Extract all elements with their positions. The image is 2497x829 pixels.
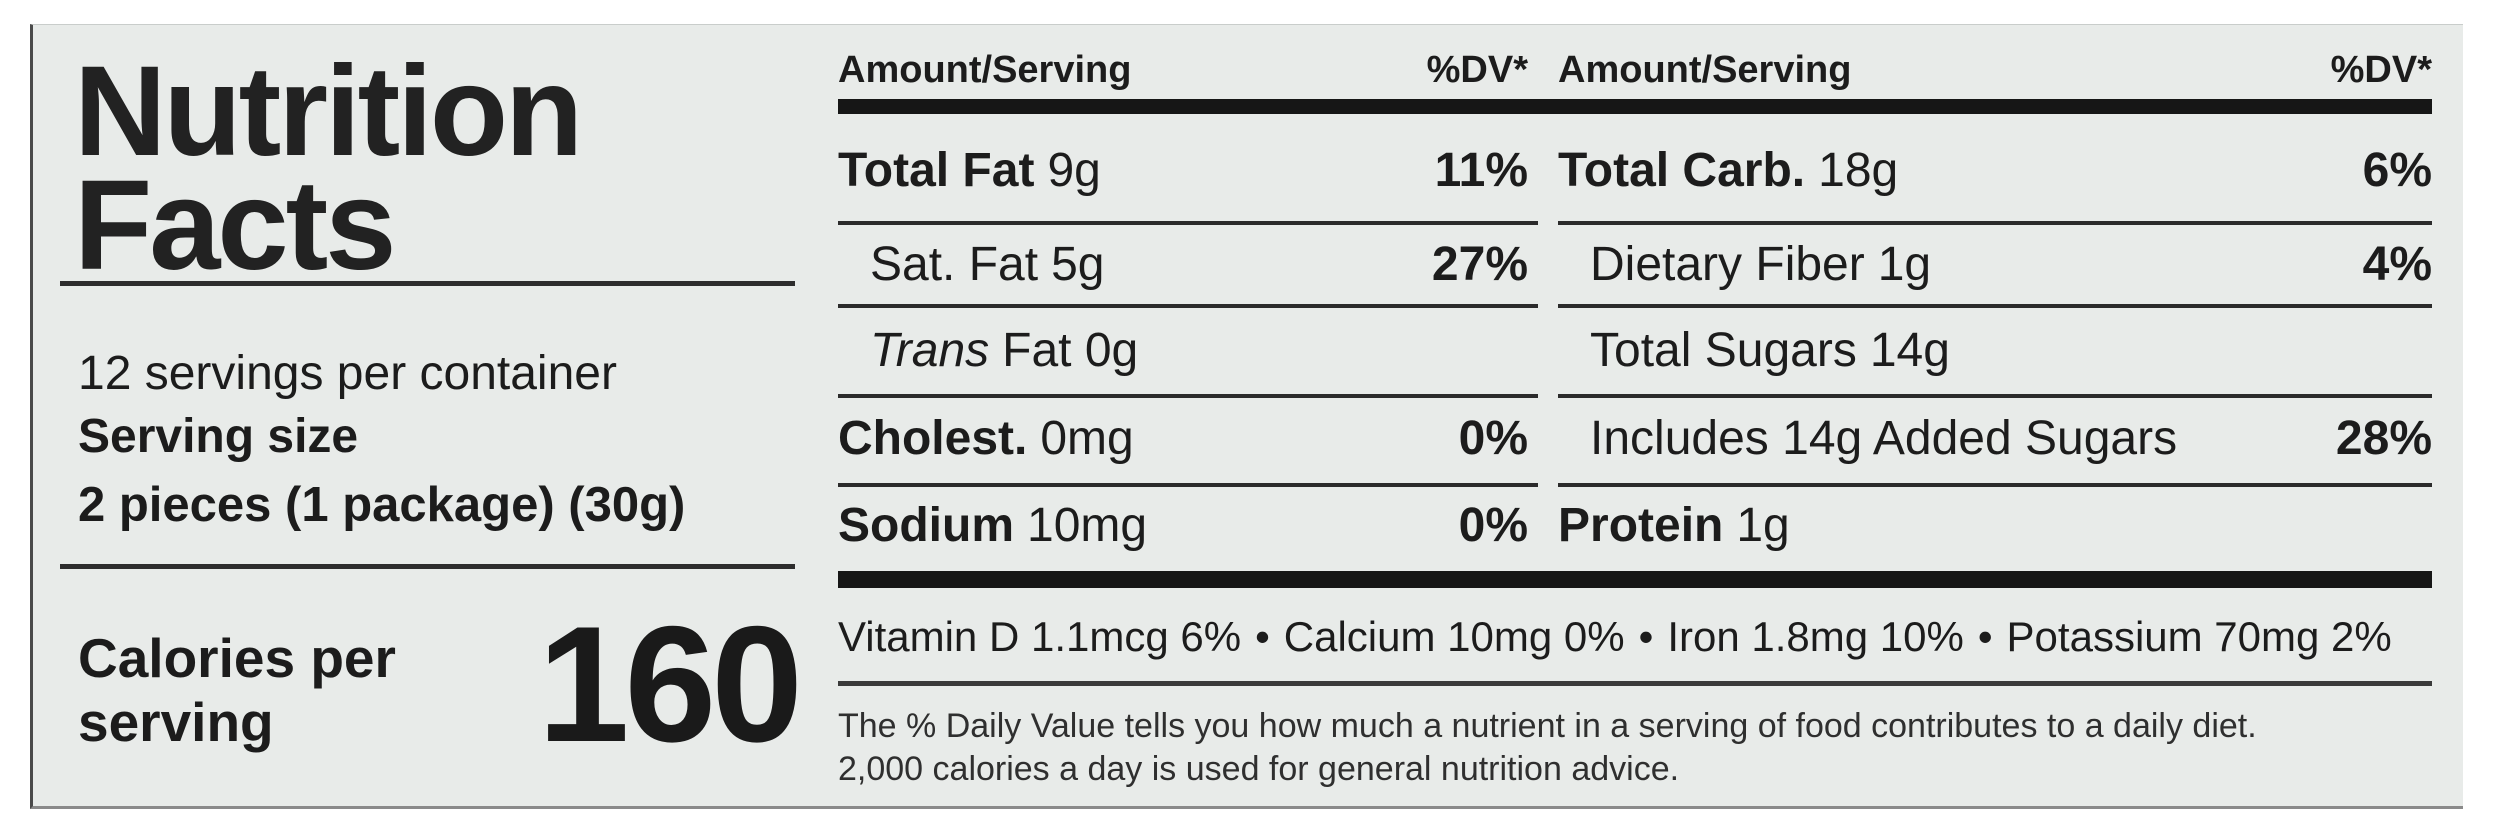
row-sat-fat: Sat. Fat 5g 27%: [838, 237, 1528, 293]
row-cholesterol: Cholest. 0mg 0%: [838, 411, 1528, 467]
nutrition-facts-title: Nutrition Facts: [74, 40, 583, 297]
nutrient-name: Protein: [1558, 499, 1724, 552]
amount-serving-header: Amount/Serving: [838, 49, 1132, 91]
nutrient-amount: 5g: [1051, 238, 1105, 291]
nutrient-dv-value: 0%: [1458, 412, 1528, 465]
footer-thick-bar: [838, 571, 2432, 588]
row-trans-fat: Trans Fat 0g: [838, 323, 1528, 379]
nutrient-dv-value: 28%: [2335, 412, 2432, 465]
potassium-value: Potassium 70mg 2%: [2006, 613, 2392, 660]
nutrient-column-right: Amount/Serving %DV* Total Carb. 18g 6% Di…: [1558, 25, 2432, 806]
nutrient-dv-value: 6%: [2362, 144, 2432, 197]
row-protein: Protein 1g: [1558, 498, 2432, 554]
row-total-sugars: Total Sugars 14g: [1558, 323, 2432, 379]
iron-value: Iron 1.8mg 10%: [1667, 613, 1964, 660]
nutrient-name: Cholest.: [838, 412, 1028, 465]
nutrient-amount: 0mg: [1040, 412, 1134, 465]
row-divider: [838, 221, 1538, 225]
bullet-separator: •: [1255, 613, 1270, 660]
nutrient-column-left: Amount/Serving %DV* Total Fat 9g 11% Sat.…: [838, 25, 1528, 806]
nutrient-name: Dietary Fiber: [1590, 238, 1865, 291]
percent-dv-header: %DV*: [1426, 49, 1528, 91]
nutrient-dv-value: 27%: [1431, 238, 1528, 291]
row-total-fat: Total Fat 9g 11%: [838, 143, 1528, 199]
nutrient-amount: 9g: [1047, 144, 1101, 197]
micronutrients-line: Vitamin D 1.1mcg 6% • Calcium 10mg 0% • Iron…: [838, 613, 2438, 661]
nutrient-name: Total Carb.: [1558, 144, 1806, 197]
serving-divider: [60, 564, 795, 569]
calories-label: Calories per serving: [78, 627, 396, 753]
daily-value-footnote-line2: 2,000 calories a day is used for general…: [838, 750, 1680, 788]
nutrient-name: Trans: [870, 324, 990, 377]
row-divider: [838, 483, 1538, 487]
column-header: Amount/Serving %DV*: [838, 49, 1528, 92]
servings-per-container: 12 servings per container: [78, 347, 617, 400]
header-thick-bar: [838, 99, 2432, 114]
nutrient-amount: 1g: [1877, 238, 1932, 291]
row-divider: [838, 394, 1538, 398]
nutrient-amount: 18g: [1818, 144, 1899, 197]
row-dietary-fiber: Dietary Fiber 1g 4%: [1558, 237, 2432, 293]
row-sodium: Sodium 10mg 0%: [838, 498, 1528, 554]
amount-serving-header: Amount/Serving: [1558, 49, 1852, 91]
bullet-separator: •: [1638, 613, 1654, 660]
row-divider: [1558, 221, 2432, 225]
nutrient-dv-value: 4%: [2362, 238, 2432, 291]
row-divider: [838, 304, 1538, 308]
row-divider: [1558, 394, 2432, 398]
nutrient-amount: 1g: [1736, 499, 1790, 552]
calcium-value: Calcium 10mg 0%: [1283, 613, 1625, 660]
row-total-carb: Total Carb. 18g 6%: [1558, 143, 2432, 199]
nutrient-name: Total Sugars: [1590, 324, 1857, 377]
percent-dv-header: %DV*: [2330, 49, 2432, 91]
nutrient-name: Total Fat: [838, 144, 1035, 197]
row-added-sugars: Includes 14g Added Sugars 28%: [1558, 411, 2432, 467]
title-divider: [60, 281, 795, 286]
nutrient-name: Sat. Fat: [870, 238, 1039, 291]
nutrition-label: Nutrition Facts 12 servings per containe…: [30, 24, 2463, 809]
column-header: Amount/Serving %DV*: [1558, 49, 2432, 92]
footnote-divider: [838, 681, 2432, 686]
nutrient-amount: Fat 0g: [1002, 324, 1139, 377]
serving-size-value: 2 pieces (1 package) (30g): [78, 478, 686, 532]
bullet-separator: •: [1977, 613, 1993, 660]
nutrient-amount: 10mg: [1027, 499, 1148, 552]
nutrient-name: Includes 14g Added Sugars: [1590, 412, 2178, 465]
vitamin-d-value: Vitamin D 1.1mcg 6%: [838, 613, 1242, 660]
daily-value-footnote-line1: The % Daily Value tells you how much a n…: [838, 707, 2257, 745]
calories-value: 160: [537, 592, 803, 776]
nutrient-dv-value: 11%: [1434, 144, 1528, 197]
row-divider: [1558, 304, 2432, 308]
row-divider: [1558, 483, 2432, 487]
nutrient-amount: 14g: [1869, 324, 1950, 377]
nutrient-name: Sodium: [838, 499, 1014, 552]
nutrient-dv-value: 0%: [1458, 499, 1528, 552]
serving-size-label: Serving size: [78, 410, 359, 463]
